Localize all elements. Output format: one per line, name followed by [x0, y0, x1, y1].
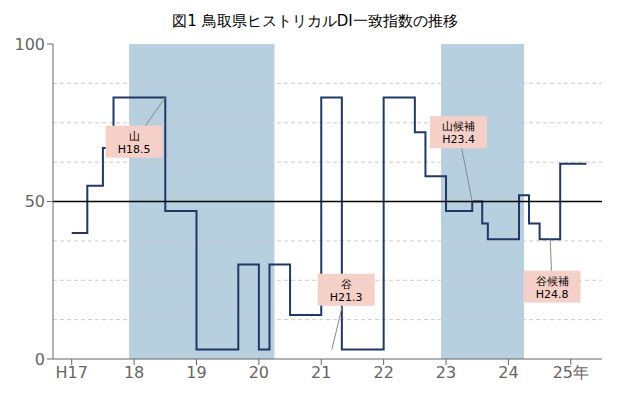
svg-text:20: 20: [249, 363, 269, 382]
svg-text:100: 100: [14, 35, 45, 54]
svg-text:23: 23: [436, 363, 456, 382]
svg-text:山H18.5: 山H18.5: [118, 130, 151, 156]
svg-text:25年: 25年: [553, 363, 589, 382]
svg-text:谷H21.3: 谷H21.3: [330, 278, 363, 304]
svg-text:22: 22: [373, 363, 393, 382]
svg-text:谷候補H24.8: 谷候補H24.8: [536, 275, 569, 301]
svg-text:0: 0: [35, 350, 45, 369]
html-text:図1 鳥取県ヒストリカルDI一致指数の推移: 図1 鳥取県ヒストリカルDI一致指数の推移: [172, 12, 458, 30]
svg-text:18: 18: [124, 363, 144, 382]
svg-text:19: 19: [186, 363, 206, 382]
svg-text:21: 21: [311, 363, 331, 382]
svg-text:24: 24: [498, 363, 518, 382]
svg-text:H17: H17: [56, 363, 88, 382]
svg-text:山候補H23.4: 山候補H23.4: [442, 120, 475, 146]
svg-text:50: 50: [25, 192, 45, 211]
